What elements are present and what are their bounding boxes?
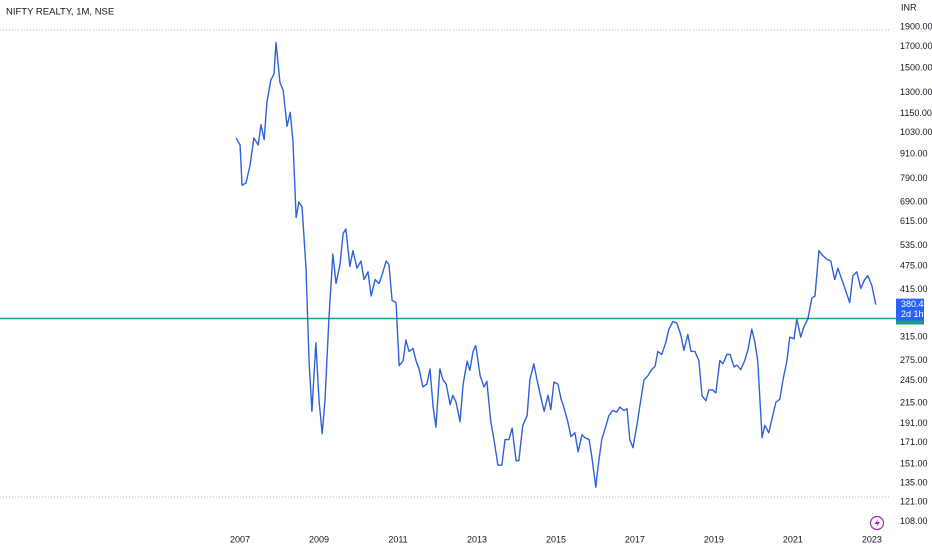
y-tick-label: 1500.00 [900, 62, 932, 72]
x-tick-label: 2019 [704, 534, 724, 544]
y-tick-label: 535.00 [900, 240, 928, 250]
y-tick-label: 1030.00 [900, 127, 932, 137]
x-tick-label: 2011 [388, 534, 407, 544]
x-tick-label: 2023 [862, 534, 882, 544]
chart-title: NIFTY REALTY, 1M, NSE [6, 7, 114, 18]
y-tick-label: 1150.00 [900, 108, 932, 118]
price-tag-label: 380.45 [901, 299, 929, 309]
y-tick-label: 1700.00 [900, 41, 932, 51]
price-tag [896, 298, 924, 321]
y-tick-label: 1300.00 [900, 87, 932, 97]
y-tick-label: 215.00 [900, 397, 928, 407]
flash-icon[interactable] [869, 515, 885, 531]
countdown-label: 2d 1h [901, 309, 924, 319]
icon-bolt [874, 518, 880, 528]
price-line [235, 41, 877, 488]
x-tick-label: 2007 [230, 534, 250, 544]
x-tick-label: 2009 [309, 534, 329, 544]
x-tick-label: 2013 [467, 534, 487, 544]
y-tick-label: 315.00 [900, 332, 928, 342]
currency-label: INR [901, 2, 917, 12]
y-tick-label: 910.00 [900, 149, 928, 159]
y-tick-label: 191.00 [900, 418, 928, 428]
icon-ring [869, 515, 885, 531]
y-tick-label: 121.00 [900, 497, 928, 507]
y-tick-label: 415.00 [900, 284, 928, 294]
y-tick-label: 245.00 [900, 375, 928, 385]
y-tick-label: 275.00 [900, 355, 928, 365]
y-tick-label: 690.00 [900, 196, 928, 206]
y-tick-label: 135.00 [900, 478, 928, 488]
x-tick-label: 2017 [625, 534, 645, 544]
y-tick-label: 171.00 [900, 437, 928, 447]
x-tick-label: 2015 [546, 534, 566, 544]
y-tick-label: 475.00 [900, 261, 928, 271]
y-tick-label: 790.00 [900, 173, 928, 183]
y-tick-label: 615.00 [900, 216, 928, 226]
y-tick-label: 1900.00 [900, 22, 932, 32]
x-tick-label: 2021 [783, 534, 803, 544]
y-tick-label: 151.00 [900, 458, 928, 468]
y-tick-label: 108.00 [900, 516, 928, 526]
